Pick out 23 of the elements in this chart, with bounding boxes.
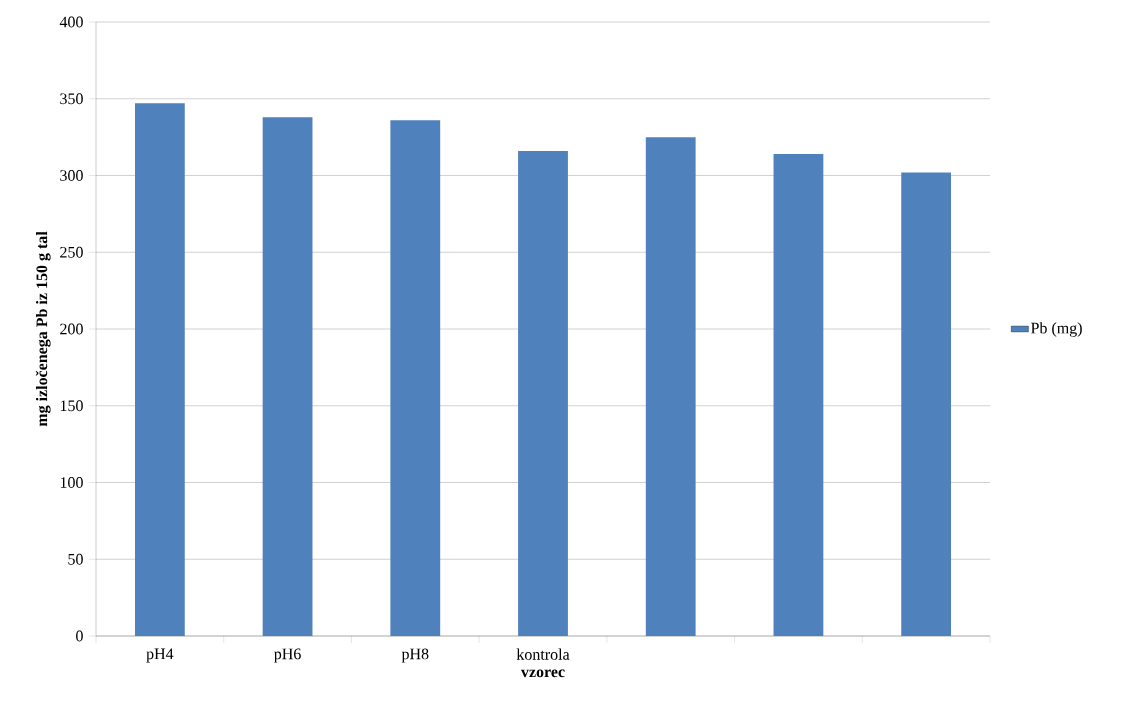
bar [390,120,441,636]
y-tick-label: 100 [60,477,83,488]
bar [134,103,185,636]
bar [518,150,568,636]
y-tick-label: 300 [60,170,83,181]
x-tick-label: kontrola [516,648,570,660]
legend-label: Pb (mg) [1031,322,1082,337]
x-tick-label: pH8 [401,648,429,663]
bar [262,117,313,636]
x-tick-label: pH4 [146,648,174,663]
y-tick-label: 400 [59,16,83,28]
y-tick-label: 150 [60,400,83,412]
bar [773,154,824,636]
x-tick-label: pH6 [274,648,301,663]
y-tick-label: 250 [60,246,83,258]
y-tick-label: 200 [60,323,83,335]
y-tick-label: 50 [68,553,83,565]
bar [901,172,952,636]
y-axis-title: mg izločenega Pb iz 150 g tal [35,231,51,427]
y-tick-label: 0 [76,630,83,642]
y-tick-label: 350 [60,93,83,105]
x-axis-title: vzorec [520,669,565,678]
bar [645,137,696,636]
